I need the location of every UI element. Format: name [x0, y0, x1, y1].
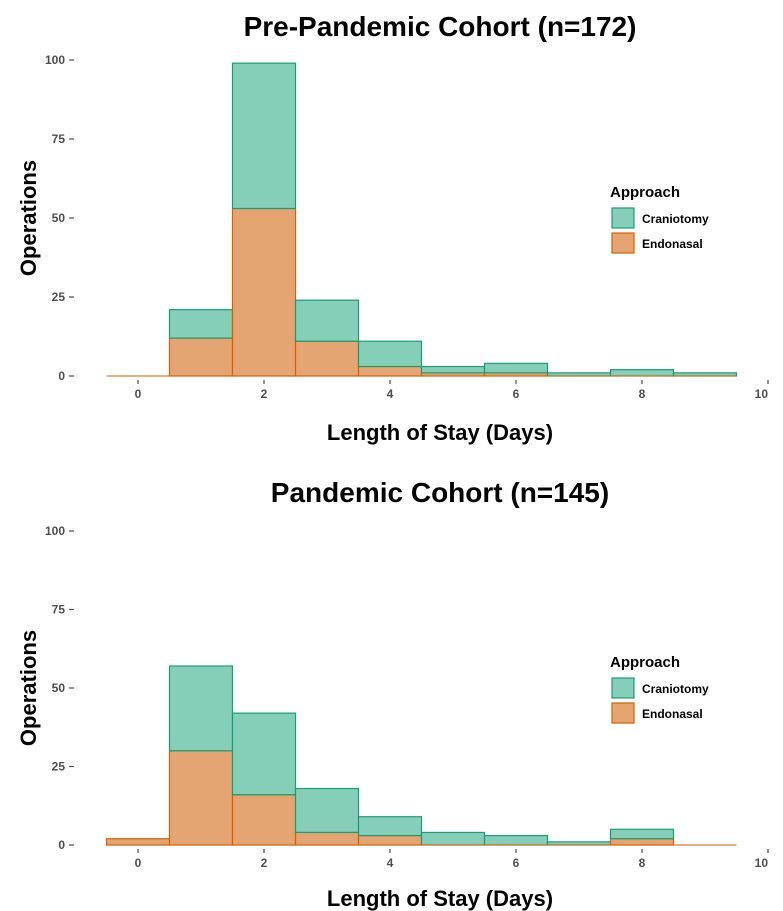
y-tick-label: 100 [45, 524, 65, 538]
y-tick-label: 100 [45, 53, 65, 67]
legend-label-craniotomy: Craniotomy [642, 212, 709, 226]
x-tick-label: 8 [639, 387, 646, 401]
bars [105, 665, 737, 846]
bar-craniotomy [231, 62, 297, 210]
x-tick-label: 6 [513, 856, 520, 870]
bar-craniotomy [420, 831, 486, 846]
bar-craniotomy [294, 787, 360, 834]
y-tick-label: 50 [52, 681, 66, 695]
bar-craniotomy [609, 828, 675, 840]
bar-craniotomy [483, 834, 549, 846]
bar-craniotomy [483, 362, 549, 374]
x-tick-label: 8 [639, 856, 646, 870]
x-axis: 0 2 4 6 8 10 [135, 849, 769, 870]
bar-craniotomy [357, 340, 423, 368]
y-axis-title: Operations [16, 630, 41, 746]
y-tick-label: 75 [52, 132, 66, 146]
legend-label-endonasal: Endonasal [642, 707, 703, 721]
legend-label-craniotomy: Craniotomy [642, 682, 709, 696]
bar-craniotomy [294, 299, 360, 342]
x-tick-label: 0 [135, 856, 142, 870]
y-axis: 0 25 50 75 100 [45, 53, 74, 383]
x-tick-label: 2 [261, 856, 268, 870]
chart-title: Pandemic Cohort (n=145) [271, 477, 609, 508]
bar-craniotomy [231, 712, 297, 796]
x-tick-label: 10 [755, 856, 769, 870]
bar-endonasal [231, 207, 297, 377]
bar-endonasal [294, 340, 360, 377]
x-tick-label: 2 [261, 387, 268, 401]
bar-endonasal [357, 834, 423, 846]
legend-swatch-endonasal [611, 232, 635, 254]
bar-endonasal [168, 337, 234, 377]
bar-craniotomy [357, 816, 423, 837]
bars [106, 62, 738, 377]
bar-craniotomy [168, 665, 234, 752]
y-axis-title: Operations [16, 160, 41, 276]
legend-title: Approach [610, 654, 680, 671]
bar-endonasal [294, 831, 360, 846]
x-tick-label: 10 [755, 387, 769, 401]
legend-title: Approach [610, 184, 680, 201]
bar-endonasal [168, 750, 234, 846]
bar-endonasal [105, 838, 171, 846]
x-tick-label: 6 [513, 387, 520, 401]
legend: Approach Craniotomy Endonasal [610, 654, 709, 724]
y-tick-label: 50 [52, 211, 66, 225]
x-axis: 0 2 4 6 8 10 [135, 380, 769, 401]
x-tick-label: 0 [135, 387, 142, 401]
y-tick-label: 75 [52, 603, 66, 617]
legend-swatch-craniotomy [611, 207, 635, 229]
y-tick-label: 0 [58, 838, 65, 852]
bar-craniotomy [609, 369, 675, 377]
x-axis-title: Length of Stay (Days) [327, 420, 553, 445]
legend-swatch-craniotomy [611, 677, 635, 699]
x-axis-title: Length of Stay (Days) [327, 886, 553, 911]
bar-endonasal [609, 838, 675, 846]
bar-endonasal [357, 365, 423, 377]
bar-craniotomy [168, 309, 234, 339]
chart-panel-pandemic: Pandemic Cohort (n=145) Operations Lengt… [16, 477, 769, 911]
y-axis: 0 25 50 75 100 [45, 524, 74, 852]
y-tick-label: 25 [52, 290, 66, 304]
chart-panel-pre-pandemic: Pre-Pandemic Cohort (n=172) Operations L… [16, 11, 769, 445]
legend-label-endonasal: Endonasal [642, 237, 703, 251]
chart-title: Pre-Pandemic Cohort (n=172) [244, 11, 637, 42]
legend: Approach Craniotomy Endonasal [610, 184, 709, 254]
x-tick-label: 4 [387, 387, 394, 401]
x-tick-label: 4 [387, 856, 394, 870]
bar-endonasal [231, 794, 297, 846]
y-tick-label: 0 [58, 369, 65, 383]
legend-swatch-endonasal [611, 702, 635, 724]
y-tick-label: 25 [52, 760, 66, 774]
bar-craniotomy [420, 365, 486, 374]
